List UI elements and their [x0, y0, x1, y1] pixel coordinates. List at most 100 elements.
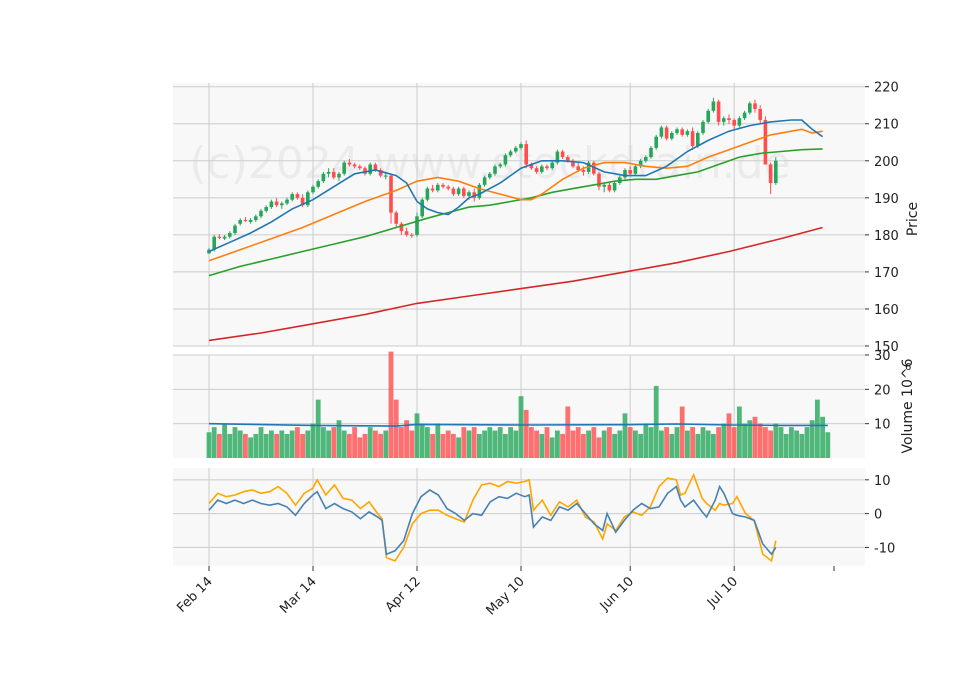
candle-body [238, 220, 242, 224]
candle-body [638, 160, 643, 167]
volume-bar [534, 430, 539, 458]
candle-body [399, 223, 404, 232]
candle-body [498, 164, 502, 167]
volume-bar [388, 351, 394, 458]
volume-bar [253, 433, 259, 458]
candle-body [560, 151, 565, 158]
price-axis-label: Price [905, 202, 921, 236]
volume-bar [331, 427, 337, 458]
volume-bar [612, 433, 617, 458]
candle-body [467, 192, 471, 196]
volume-bar [789, 427, 794, 458]
candle-body [550, 162, 554, 169]
candle-body [352, 164, 357, 167]
volume-bar [549, 437, 555, 458]
candle-body [337, 173, 341, 178]
watermark: (c)2024 www.stockdrain.de [189, 138, 790, 189]
candle-body [581, 170, 586, 172]
volume-bar [690, 427, 695, 458]
volume-bar [289, 430, 295, 458]
candle-body [456, 188, 461, 195]
candle-body [363, 168, 367, 174]
volume-bar [487, 427, 493, 458]
volume-bar [503, 433, 508, 458]
candle-body [716, 101, 721, 122]
candle-body [243, 220, 248, 222]
volume-bar [617, 430, 623, 458]
volume-bar [482, 430, 487, 458]
date-tick-label: Apr 12 [383, 574, 424, 615]
candle-body [462, 188, 466, 196]
volume-axis-tick-label: 10 [874, 418, 891, 433]
volume-bar [513, 430, 519, 458]
candle-body [706, 110, 710, 122]
candle-body [576, 166, 580, 171]
candle-body [233, 225, 237, 234]
candle-body [592, 162, 596, 174]
candle-body [306, 192, 310, 206]
macd-axis-tick-label: -10 [874, 541, 895, 556]
volume-bar [669, 433, 675, 458]
candle-body [701, 121, 705, 134]
date-tick-label: May 10 [484, 574, 528, 618]
candle-body [758, 108, 762, 121]
volume-bar [274, 433, 279, 458]
volume-bar [825, 432, 831, 458]
volume-bar [222, 423, 227, 458]
candle-body [623, 170, 627, 178]
candle-body [540, 166, 544, 172]
candle-body [347, 162, 352, 165]
volume-bar [315, 399, 321, 458]
volume-bar [279, 430, 285, 458]
volume-bar [752, 416, 758, 458]
volume-bar [820, 416, 825, 458]
volume-bar [393, 399, 399, 458]
volume-bar [539, 433, 545, 458]
volume-bar [633, 430, 638, 458]
moving-average-mid-line [208, 128, 823, 262]
volume-bar [518, 396, 524, 458]
candle-body [597, 173, 601, 187]
volume-bar [570, 430, 576, 458]
candle-body [222, 236, 227, 239]
volume-bar [248, 437, 253, 458]
date-tick-label: Jun 10 [597, 574, 637, 614]
date-tick-label: Jul 10 [704, 574, 741, 611]
candle-body [482, 177, 487, 185]
price-axis-tick-label: 190 [874, 192, 899, 207]
volume-bar [336, 420, 342, 458]
candle-body [425, 188, 430, 200]
macd-axis-tick-label: 10 [874, 474, 891, 489]
candle-body [373, 164, 378, 171]
candle-body [545, 166, 549, 169]
volume-bar [601, 430, 607, 458]
candle-body [389, 175, 393, 213]
volume-bar [653, 385, 659, 458]
volume-bar [773, 423, 779, 458]
candle-body [384, 175, 388, 177]
volume-bar [451, 433, 456, 458]
volume-bar [815, 399, 820, 458]
volume-bar [804, 427, 810, 458]
volume-bar [794, 430, 799, 458]
candle-body [207, 249, 211, 254]
candle-body [378, 170, 383, 176]
volume-bar [711, 433, 716, 458]
candle-body [248, 220, 253, 222]
volume-axis-tick-label: 20 [874, 383, 891, 398]
candle-body [326, 171, 331, 174]
candle-body [644, 157, 648, 161]
volume-bar [341, 430, 347, 458]
macd-panel [208, 472, 777, 563]
candle-body [217, 236, 222, 238]
volume-bar [295, 427, 300, 458]
candle-body [649, 147, 653, 158]
volume-bar [300, 433, 305, 458]
volume-bar [581, 433, 586, 458]
candle-body [228, 233, 232, 237]
candle-body [602, 184, 606, 187]
candle-body [259, 210, 263, 217]
candle-body [763, 120, 768, 165]
volume-bar [435, 423, 441, 458]
date-tick-label: Mar 14 [277, 574, 320, 617]
